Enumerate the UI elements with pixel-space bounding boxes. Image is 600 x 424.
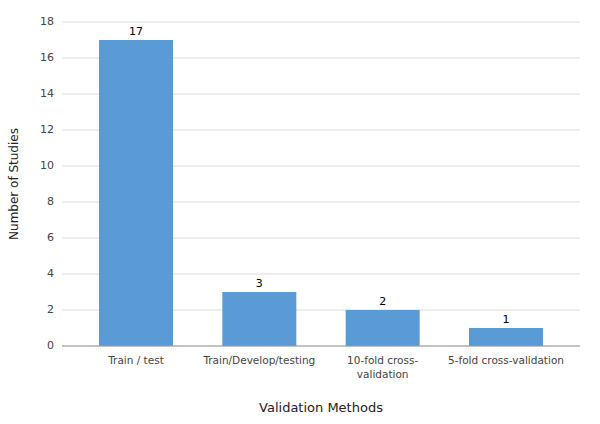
- x-tick-label: Train/Develop/testing: [202, 354, 315, 366]
- y-tick-label: 16: [40, 51, 54, 64]
- x-tick-label: 10-fold cross-validation: [347, 354, 418, 380]
- y-tick-label: 2: [47, 303, 54, 316]
- data-label: 1: [503, 313, 510, 326]
- bar: [469, 328, 543, 346]
- data-label: 2: [379, 295, 386, 308]
- x-axis-title: Validation Methods: [259, 400, 383, 415]
- bar: [222, 292, 296, 346]
- data-label: 17: [129, 25, 143, 38]
- grid-line: [62, 346, 580, 347]
- y-tick-label: 18: [40, 15, 54, 28]
- grid-line: [62, 22, 580, 23]
- bars: [99, 40, 543, 346]
- bar: [99, 40, 173, 346]
- chart: 0 2 4 6 8 10 12 14 16 18 17 3 2 1 Train / test Train/De…: [0, 0, 600, 424]
- bar: [346, 310, 420, 346]
- x-axis-line: [62, 346, 580, 347]
- data-label: 3: [256, 277, 263, 290]
- y-tick-label: 12: [40, 123, 54, 136]
- y-tick-label: 10: [40, 159, 54, 172]
- x-tick-label: 5-fold cross-validation: [448, 354, 564, 366]
- grid: [62, 22, 580, 346]
- y-tick-label: 6: [47, 231, 54, 244]
- y-axis-title: Number of Studies: [7, 128, 21, 240]
- y-tick-label: 0: [47, 339, 54, 352]
- y-tick-label: 8: [47, 195, 54, 208]
- x-tick-label: Train / test: [107, 354, 164, 366]
- y-tick-label: 4: [47, 267, 54, 280]
- y-tick-label: 14: [40, 87, 54, 100]
